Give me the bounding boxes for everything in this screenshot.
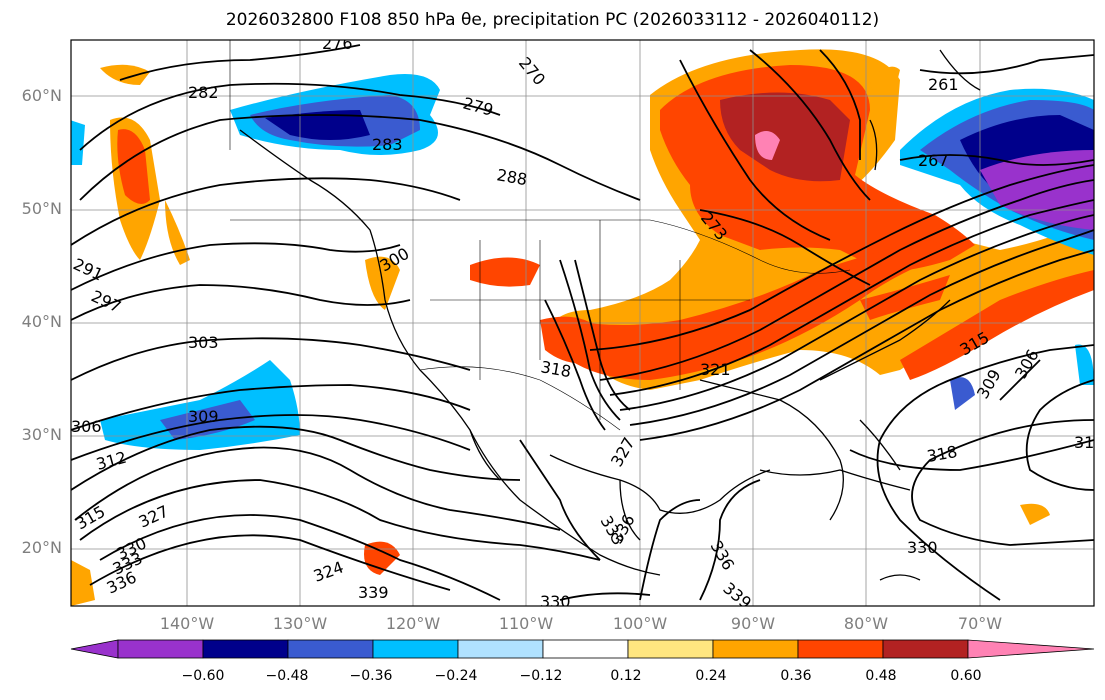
contour-label: 312 xyxy=(94,448,128,474)
theta-e-contours xyxy=(71,44,1094,601)
map-frame xyxy=(70,39,1095,607)
colorbar-tick: 0.60 xyxy=(950,668,982,684)
colorbar xyxy=(70,639,1095,659)
frontal-band xyxy=(570,240,960,380)
colorbar-extend-max xyxy=(967,639,1095,659)
colorbar-swatch xyxy=(712,639,799,659)
colorbar-tick: 0.12 xyxy=(610,668,642,684)
colorbar-tick: 0.24 xyxy=(695,668,727,684)
lon-label-130w: 130°W xyxy=(272,614,328,633)
lat-label-50n: 50°N xyxy=(21,199,62,218)
contour-label: 309 xyxy=(188,407,219,426)
colorbar-swatch xyxy=(372,639,459,659)
band-east xyxy=(900,270,1094,380)
contour-label: 282 xyxy=(188,83,219,102)
contour-label: 303 xyxy=(188,333,219,352)
colorbar-swatch xyxy=(287,639,374,659)
contour-label: 327 xyxy=(607,434,639,470)
borders xyxy=(229,40,851,431)
colorbar-swatch xyxy=(202,639,289,659)
contour-label: 336 xyxy=(104,567,140,597)
colorbar-tick: −0.24 xyxy=(434,668,478,684)
colorbar-extend-min xyxy=(70,639,119,659)
contour-label: 270 xyxy=(515,53,549,89)
contour-label: 318 xyxy=(539,357,572,381)
strong-core-canada xyxy=(720,92,850,182)
colorbar-tick: 0.36 xyxy=(780,668,812,684)
contour-label: 279 xyxy=(461,94,495,120)
lon-label-90w: 90°W xyxy=(730,614,776,633)
contour-label: 306 xyxy=(71,417,102,436)
colorbar-tick: −0.48 xyxy=(265,668,309,684)
precip-shading xyxy=(71,49,1094,606)
colorbar-tick: −0.60 xyxy=(181,668,225,684)
contour-label: 267 xyxy=(918,151,949,170)
contour-label: 330 xyxy=(907,538,938,557)
contour-label: 339 xyxy=(719,579,755,613)
lon-label-100w: 100°W xyxy=(612,614,668,633)
colorbar-tick: −0.36 xyxy=(349,668,393,684)
contour-label: 336 xyxy=(707,538,739,574)
map-title: 2026032800 F108 850 hPa θe, precipitatio… xyxy=(225,10,880,30)
lon-label-110w: 110°W xyxy=(498,614,554,633)
peak-core-canada xyxy=(755,131,780,160)
lon-label-140w: 140°W xyxy=(159,614,215,633)
contour-label: 291 xyxy=(70,254,106,284)
lat-label-40n: 40°N xyxy=(21,312,62,331)
contour-label: 315 xyxy=(73,502,109,534)
contour-label: 31 xyxy=(1074,433,1094,452)
colorbar-swatch xyxy=(117,639,204,659)
map-content: 276 270 282 279 261 283 288 273 267 291 … xyxy=(70,34,1094,613)
contour-label: 330 xyxy=(540,592,571,611)
negative-region-pacific xyxy=(100,360,300,450)
contour-label: 321 xyxy=(700,360,731,379)
lat-label-20n: 20°N xyxy=(21,538,62,557)
lon-label-120w: 120°W xyxy=(385,614,441,633)
colorbar-tick: −0.12 xyxy=(519,668,563,684)
contour-label: 339 xyxy=(358,583,389,602)
contour-label: 327 xyxy=(136,501,172,531)
colorbar-tick: 0.48 xyxy=(865,668,897,684)
contour-label: 283 xyxy=(372,135,403,154)
contour-label: 288 xyxy=(495,165,528,189)
colorbar-swatch xyxy=(627,639,714,659)
lat-label-60n: 60°N xyxy=(21,86,62,105)
contour-label: 276 xyxy=(322,34,353,53)
colorbar-swatch xyxy=(882,639,969,659)
contour-label: 306 xyxy=(1011,346,1043,382)
contour-label: 318 xyxy=(925,442,958,466)
contour-label: 309 xyxy=(973,366,1005,402)
colorbar-swatch xyxy=(542,639,629,659)
colorbar-swatch xyxy=(457,639,544,659)
lat-label-30n: 30°N xyxy=(21,425,62,444)
contour-label: 324 xyxy=(311,557,346,585)
lon-label-70w: 70°W xyxy=(957,614,1003,633)
contour-label: 261 xyxy=(928,75,959,94)
lon-label-80w: 80°W xyxy=(843,614,889,633)
contour-label: 297 xyxy=(88,286,124,316)
colorbar-swatch xyxy=(797,639,884,659)
